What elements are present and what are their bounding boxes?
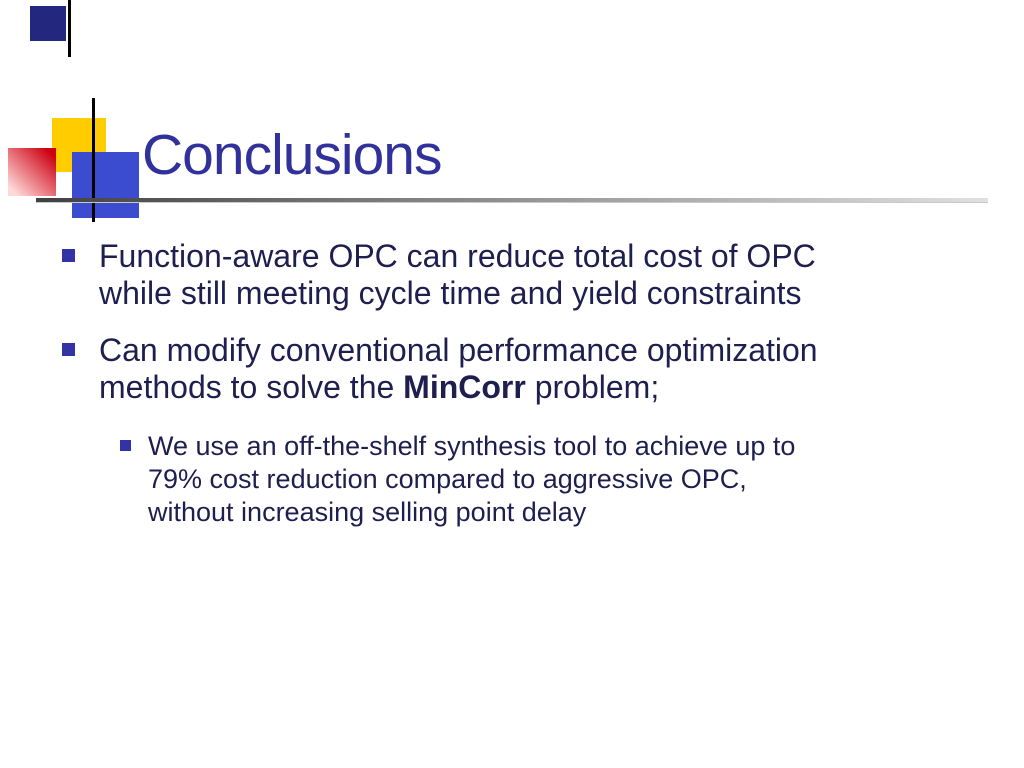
bullet-text-bold-segment: MinCorr <box>403 369 526 405</box>
bullet-item-1: Function-aware OPC can reduce total cost… <box>62 238 816 312</box>
bullet-text-segment: problem; <box>525 369 660 405</box>
square-bullet-icon <box>120 440 131 451</box>
title-underline-rule <box>36 198 988 202</box>
title-blue-square-icon <box>72 152 139 218</box>
slide-title: Conclusions <box>142 123 442 187</box>
square-bullet-icon <box>62 249 75 262</box>
title-red-square-icon <box>8 148 56 196</box>
square-bullet-icon <box>62 343 75 356</box>
title-vertical-line <box>92 98 95 222</box>
sub-bullet-text: We use an off-the-shelf synthesis tool t… <box>148 431 796 527</box>
bullet-item-2: Can modify conventional performance opti… <box>62 332 818 406</box>
sub-bullet-item-1: We use an off-the-shelf synthesis tool t… <box>120 430 795 529</box>
bullet-text: Can modify conventional performance opti… <box>99 332 818 406</box>
corner-navy-square-icon <box>30 6 66 41</box>
bullet-text: Function-aware OPC can reduce total cost… <box>99 238 816 311</box>
corner-vertical-line <box>68 0 71 57</box>
bullet-text-segment: Can modify conventional performance opti… <box>99 332 818 405</box>
